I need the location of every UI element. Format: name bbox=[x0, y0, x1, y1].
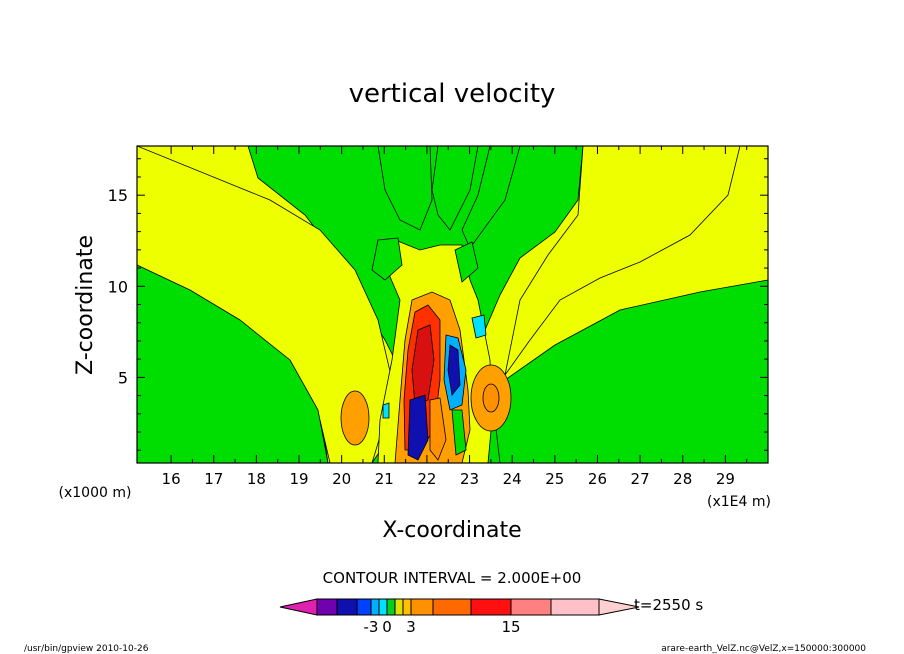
colorbar-segment bbox=[386, 598, 396, 616]
x-tick-label: 21 bbox=[375, 470, 394, 488]
colorbar-segment bbox=[378, 598, 388, 616]
colorbar-segment bbox=[432, 598, 472, 616]
x-tick-label: 17 bbox=[204, 470, 223, 488]
x-tick-label: 23 bbox=[460, 470, 479, 488]
background-region bbox=[137, 264, 329, 463]
x-tick-label: 19 bbox=[289, 470, 308, 488]
left-updraft-cell bbox=[340, 390, 370, 446]
colorbar: -3 0 3 15 bbox=[279, 598, 640, 636]
x-axis-label: X-coordinate bbox=[382, 518, 521, 543]
x-tick-label: 27 bbox=[631, 470, 650, 488]
downdraft-blue bbox=[471, 314, 487, 339]
y-tick-label: 5 bbox=[118, 368, 128, 387]
x-tick-label: 18 bbox=[247, 470, 266, 488]
time-label: t=2550 s bbox=[634, 596, 703, 614]
x-unit-note: (x1E4 m) bbox=[707, 494, 771, 510]
contour-field bbox=[137, 146, 768, 463]
y-axis: 5 10 15 bbox=[108, 158, 768, 451]
colorbar-segment bbox=[356, 598, 372, 616]
footer-right: arare-earth_VelZ.nc@VelZ,x=150000:300000 bbox=[661, 644, 866, 654]
colorbar-segment bbox=[402, 598, 412, 616]
y-unit-note: (x1000 m) bbox=[59, 485, 132, 501]
footer-left: /usr/bin/gpview 2010-10-26 bbox=[24, 644, 149, 654]
colorbar-arrow-low bbox=[279, 598, 318, 616]
colorbar-segment bbox=[550, 598, 600, 616]
colorbar-segment bbox=[370, 598, 380, 616]
upper-plume bbox=[377, 146, 433, 231]
colorbar-label: 0 bbox=[382, 618, 392, 636]
colorbar-segment bbox=[470, 598, 512, 616]
upper-plume bbox=[454, 241, 479, 283]
y-tick-label: 10 bbox=[108, 277, 128, 296]
x-tick-label: 26 bbox=[588, 470, 607, 488]
x-tick-label: 24 bbox=[503, 470, 522, 488]
downdraft-blue bbox=[447, 344, 461, 396]
colorbar-label: 15 bbox=[501, 618, 520, 636]
y-axis-label: Z-coordinate bbox=[73, 235, 98, 375]
right-updraft-cell bbox=[482, 383, 500, 413]
colorbar-arrow-high bbox=[598, 598, 640, 616]
colorbar-segment bbox=[394, 598, 404, 616]
downdraft-blue bbox=[407, 394, 429, 461]
colorbar-label: -3 bbox=[364, 618, 379, 636]
x-tick-label: 25 bbox=[545, 470, 564, 488]
updraft-orange bbox=[429, 397, 447, 461]
y-tick-label: 15 bbox=[108, 186, 128, 205]
colorbar-segment bbox=[510, 598, 552, 616]
x-tick-label: 28 bbox=[673, 470, 692, 488]
colorbar-segment bbox=[336, 598, 358, 616]
colorbar-segment bbox=[316, 598, 338, 616]
downdraft-blue bbox=[382, 402, 390, 419]
x-tick-label: 29 bbox=[716, 470, 735, 488]
x-axis: 16 17 18 19 20 21 22 23 24 25 26 27 28 29 bbox=[162, 146, 748, 488]
colorbar-label: 3 bbox=[406, 618, 416, 636]
upper-plume bbox=[371, 237, 403, 281]
updraft-core-red bbox=[411, 324, 435, 406]
colorbar-segment bbox=[410, 598, 434, 616]
x-tick-label: 16 bbox=[162, 470, 181, 488]
x-tick-label: 22 bbox=[417, 470, 436, 488]
weak-updraft-region bbox=[504, 146, 768, 376]
x-tick-label: 20 bbox=[332, 470, 351, 488]
weak-updraft-region bbox=[451, 409, 467, 456]
upper-plume bbox=[431, 146, 479, 231]
chart-title: vertical velocity bbox=[349, 79, 556, 109]
weak-updraft-region bbox=[494, 146, 768, 463]
contour-interval-label: CONTOUR INTERVAL = 2.000E+00 bbox=[323, 569, 582, 587]
